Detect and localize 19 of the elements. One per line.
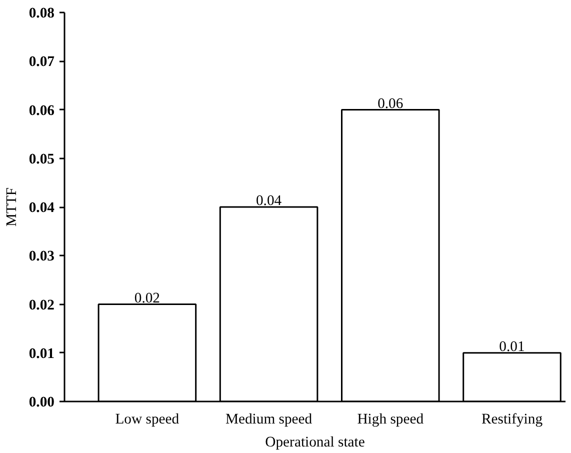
data-label: 0.01 bbox=[499, 338, 525, 355]
x-tick-label: Medium speed bbox=[225, 412, 313, 428]
y-tick-label: 0.04 bbox=[28, 200, 56, 216]
x-tick-label: Low speed bbox=[115, 412, 180, 428]
y-tick-label: 0.02 bbox=[28, 297, 55, 314]
y-tick-label: 0.01 bbox=[28, 346, 55, 362]
y-tick-label: 0.06 bbox=[28, 102, 55, 119]
y-tick-label: 0.00 bbox=[28, 394, 55, 410]
y-tick-label: 0.07 bbox=[28, 54, 55, 70]
data-label: 0.02 bbox=[134, 290, 160, 306]
y-tick-label: 0.03 bbox=[28, 248, 55, 265]
y-tick-label: 0.05 bbox=[28, 151, 55, 168]
x-axis-title: Operational state bbox=[265, 434, 365, 450]
data-label: 0.04 bbox=[256, 193, 282, 209]
data-label: 0.06 bbox=[378, 96, 404, 112]
y-axis-title: MTTF bbox=[4, 187, 20, 227]
x-tick-label: High speed bbox=[357, 412, 424, 428]
x-tick-label: Restifying bbox=[481, 412, 544, 428]
y-tick-label: 0.08 bbox=[28, 6, 55, 22]
